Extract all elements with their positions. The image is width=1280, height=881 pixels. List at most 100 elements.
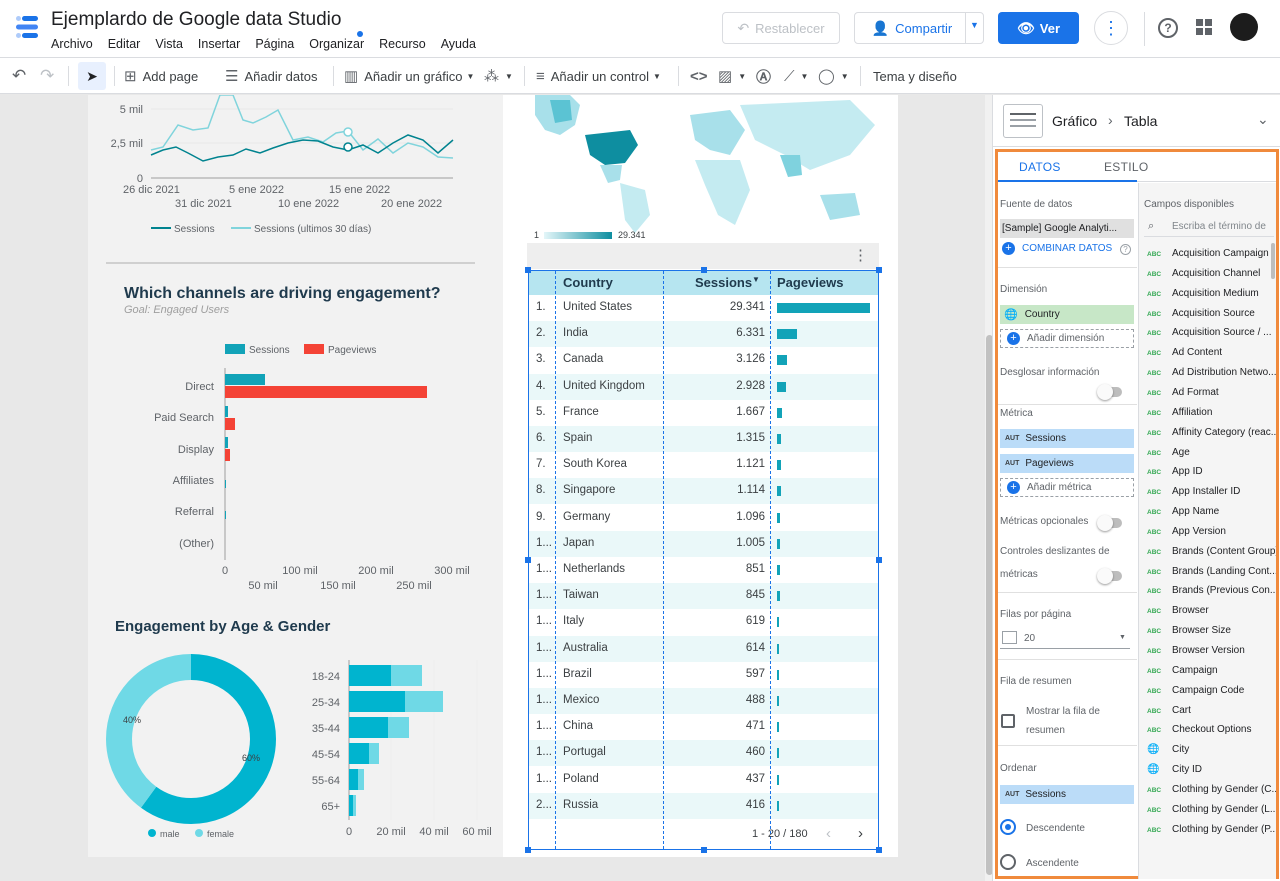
show-summary-checkbox[interactable] — [1001, 714, 1015, 728]
available-field-item[interactable]: ABC Brands (Landing Cont... — [1147, 566, 1276, 580]
theme-layout-button[interactable]: Tema y diseño — [873, 58, 957, 94]
available-field-item[interactable]: 🌐 City ID — [1147, 764, 1202, 778]
blend-data-button[interactable]: + COMBINAR DATOS — [1002, 242, 1112, 255]
resize-handle[interactable] — [701, 847, 707, 853]
available-field-item[interactable]: ABC Browser Size — [1147, 625, 1231, 639]
menu-editar[interactable]: Editar — [107, 37, 141, 51]
line-icon[interactable]: ⟋ ▼ — [784, 67, 809, 85]
resize-handle[interactable] — [525, 847, 531, 853]
available-field-item[interactable]: ABC Brands (Previous Con... — [1147, 585, 1276, 599]
field-list-scrollbar[interactable] — [1271, 243, 1275, 279]
table-row[interactable]: 1... Japan 1.005 — [529, 530, 878, 557]
available-field-item[interactable]: ABC Affiliation — [1147, 407, 1212, 421]
chart-menu-icon[interactable]: ⋮ — [853, 247, 868, 264]
embed-code-icon[interactable]: <> — [690, 67, 708, 85]
table-row[interactable]: 5. France 1.667 — [529, 400, 878, 426]
available-field-item[interactable]: ABC Acquisition Source — [1147, 308, 1255, 322]
menu-pagina[interactable]: Página — [255, 37, 295, 51]
available-field-item[interactable]: ABC Acquisition Source / ... — [1147, 327, 1272, 341]
table-row[interactable]: 1... Taiwan 845 — [529, 583, 878, 610]
community-viz-button[interactable]: ⁂ ▼ — [484, 68, 513, 85]
menu-insertar[interactable]: Insertar — [197, 37, 241, 51]
country-table[interactable]: Country Sessions ▼ Pageviews 1. United St… — [528, 270, 879, 850]
table-row[interactable]: 1... Italy 619 — [529, 609, 878, 635]
resize-handle[interactable] — [876, 267, 882, 273]
add-metric-button[interactable]: + Añadir métrica — [1000, 478, 1134, 497]
available-field-item[interactable]: ABC App Version — [1147, 526, 1226, 540]
resize-handle[interactable] — [876, 557, 882, 563]
text-box-icon[interactable]: Ⓐ — [756, 68, 772, 86]
available-field-item[interactable]: ABC Ad Distribution Netwo... — [1147, 367, 1276, 381]
available-field-item[interactable]: ABC Cart — [1147, 705, 1191, 719]
gender-donut-chart[interactable]: 40% 60% male female — [105, 650, 285, 845]
available-field-item[interactable]: ABC Ad Content — [1147, 347, 1222, 361]
metric-chip-pageviews[interactable]: AUT Pageviews — [1000, 454, 1134, 473]
undo-icon[interactable]: ↶ — [12, 66, 27, 85]
image-icon[interactable]: ▨ ▼ — [718, 68, 747, 85]
sort-field-chip[interactable]: AUT Sessions — [1000, 785, 1134, 804]
column-header-sessions[interactable]: Sessions — [695, 275, 753, 290]
table-row[interactable]: 6. Spain 1.315 — [529, 426, 878, 452]
shape-icon[interactable]: ◯ ▼ — [818, 68, 849, 85]
add-dimension-button[interactable]: + Añadir dimensión — [1000, 329, 1134, 348]
dimension-chip[interactable]: 🌐 Country — [1000, 305, 1134, 324]
tab-style[interactable]: ESTILO — [1104, 160, 1149, 174]
resize-handle[interactable] — [876, 847, 882, 853]
available-field-item[interactable]: ABC Ad Format — [1147, 387, 1219, 401]
radio-descending[interactable] — [1000, 819, 1016, 835]
help-icon[interactable]: ? — [1158, 18, 1178, 38]
menu-recurso[interactable]: Recurso — [379, 37, 426, 51]
channels-bar-chart[interactable]: Sessions Pageviews Direct Paid Search Di… — [130, 338, 480, 593]
view-button[interactable]: 👁 Ver — [998, 12, 1079, 44]
available-field-item[interactable]: ABC Campaign Code — [1147, 685, 1244, 699]
column-header-pageviews[interactable]: Pageviews — [777, 275, 844, 290]
select-tool-icon[interactable]: ➤ — [78, 62, 106, 90]
add-chart-button[interactable]: ▥ Añadir un gráfico ▼ — [344, 68, 475, 85]
available-field-item[interactable]: ABC Brands (Content Group) — [1147, 546, 1276, 560]
table-row[interactable]: 7. South Korea 1.121 — [529, 452, 878, 478]
available-field-item[interactable]: ABC Acquisition Channel — [1147, 268, 1260, 282]
data-source-chip[interactable]: [Sample] Google Analyti... — [1000, 219, 1134, 238]
apps-grid-icon[interactable] — [1196, 19, 1212, 35]
available-field-item[interactable]: ABC Clothing by Gender (L... — [1147, 804, 1276, 818]
table-row[interactable]: 1... Brazil 597 — [529, 662, 878, 688]
share-dropdown-icon[interactable]: ▼ — [970, 20, 979, 30]
avatar[interactable] — [1230, 13, 1258, 41]
world-geo-map[interactable] — [530, 95, 880, 235]
more-options-icon[interactable]: ⋮ — [1094, 11, 1128, 45]
table-row[interactable]: 1. United States 29.341 — [529, 295, 878, 321]
sessions-timeseries-chart[interactable]: 5 mil 2,5 mil 0 26 dic 2021 5 ene 2022 1… — [88, 95, 503, 245]
available-field-item[interactable]: ABC App Name — [1147, 506, 1219, 520]
collapse-chevron-icon[interactable]: ⌄ — [1257, 111, 1269, 127]
menu-ayuda[interactable]: Ayuda — [440, 37, 476, 51]
available-field-item[interactable]: ABC Checkout Options — [1147, 724, 1252, 738]
next-page-icon[interactable]: › — [858, 825, 863, 842]
add-page-button[interactable]: ⊞ Add page — [124, 58, 198, 94]
add-control-button[interactable]: ≡ Añadir un control ▼ — [536, 67, 661, 85]
table-row[interactable]: 1... China 471 — [529, 714, 878, 740]
metric-sliders-toggle[interactable] — [1097, 568, 1122, 584]
field-search-input[interactable]: ⌕ Escriba el término de — [1144, 217, 1274, 237]
table-row[interactable]: 1... Australia 614 — [529, 635, 878, 662]
table-row[interactable]: 8. Singapore 1.114 — [529, 478, 878, 505]
prev-page-icon[interactable]: ‹ — [826, 825, 831, 842]
table-row[interactable]: 3. Canada 3.126 — [529, 347, 878, 373]
table-chart-icon[interactable] — [1003, 104, 1043, 138]
available-field-item[interactable]: ABC App ID — [1147, 466, 1203, 480]
column-header-country[interactable]: Country — [563, 275, 613, 290]
available-field-item[interactable]: ABC Affinity Category (reac... — [1147, 427, 1276, 441]
reset-button[interactable]: ↶ Restablecer — [722, 12, 840, 44]
available-field-item[interactable]: ABC Acquisition Campaign — [1147, 248, 1269, 262]
available-field-item[interactable]: ABC Clothing by Gender (C... — [1147, 784, 1276, 798]
metric-chip-sessions[interactable]: AUT Sessions — [1000, 429, 1134, 448]
table-row[interactable]: 1... Netherlands 851 — [529, 557, 878, 583]
available-field-item[interactable]: ABC Acquisition Medium — [1147, 288, 1259, 302]
add-data-button[interactable]: ☰ Añadir datos — [225, 58, 317, 94]
resize-handle[interactable] — [701, 267, 707, 273]
drilldown-toggle[interactable] — [1097, 384, 1122, 400]
table-row[interactable]: 1... Mexico 488 — [529, 688, 878, 714]
report-title[interactable]: Ejemplardo de Google data Studio — [51, 9, 342, 30]
help-icon[interactable]: ? — [1120, 244, 1131, 255]
menu-vista[interactable]: Vista — [155, 37, 183, 51]
resize-handle[interactable] — [525, 557, 531, 563]
